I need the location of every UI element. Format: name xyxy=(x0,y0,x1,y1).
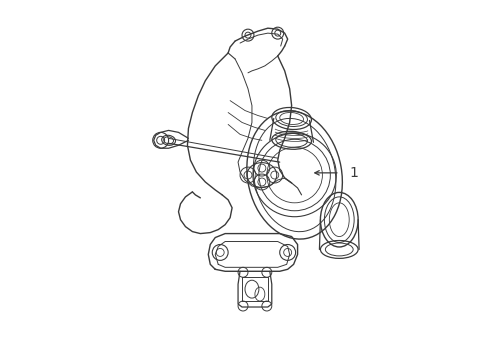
Text: 1: 1 xyxy=(349,166,358,180)
